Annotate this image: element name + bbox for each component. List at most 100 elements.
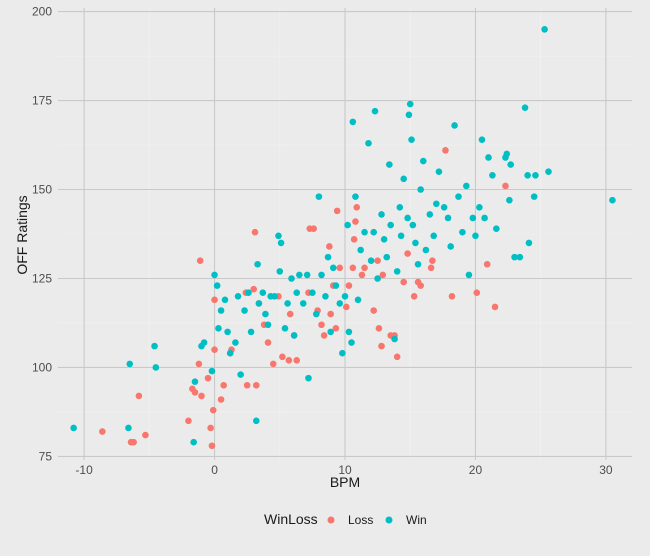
y-tick-label: 175 (32, 94, 52, 108)
data-point-win (262, 310, 269, 318)
data-point-loss (375, 325, 383, 332)
data-point-win (309, 289, 316, 297)
data-point-loss (343, 303, 350, 311)
data-point-win (435, 168, 443, 176)
data-point-win (275, 232, 282, 240)
data-point-loss (264, 339, 272, 346)
data-point-loss (279, 353, 286, 361)
data-point-loss (211, 296, 218, 304)
data-point-win (361, 228, 368, 236)
data-point-win (299, 300, 307, 307)
data-point-loss (285, 357, 293, 364)
data-point-win (472, 232, 479, 240)
data-point-win (284, 300, 291, 307)
data-point-loss (286, 310, 294, 318)
data-point-loss (333, 207, 341, 215)
data-point-win (387, 221, 394, 229)
data-point-loss (185, 417, 192, 425)
y-tick-label: 125 (32, 271, 52, 285)
data-point-win (305, 374, 312, 382)
data-point-win (396, 204, 404, 211)
data-point-loss (349, 264, 357, 272)
x-axis-title: BPM (330, 474, 360, 490)
data-point-loss (491, 303, 499, 311)
data-point-win (481, 214, 488, 222)
data-point-win (371, 107, 379, 115)
data-point-loss (269, 360, 277, 368)
data-point-win (352, 193, 359, 200)
data-point-win (332, 282, 340, 289)
data-point-win (357, 246, 364, 254)
data-point-win (237, 371, 244, 378)
data-point-win (465, 271, 473, 279)
data-point-win (386, 161, 393, 168)
data-point-loss (327, 310, 334, 318)
grid-lines (58, 8, 632, 460)
data-point-loss (473, 289, 481, 297)
data-point-win (255, 300, 263, 307)
data-point-win (459, 228, 466, 236)
data-point-win (288, 275, 295, 282)
data-point-win (217, 307, 225, 314)
x-tick-label: 30 (599, 463, 613, 477)
data-point-win (406, 100, 414, 108)
data-point-win (447, 243, 454, 250)
data-point-win (417, 186, 424, 193)
legend: WinLoss Loss Win (264, 511, 427, 527)
data-point-loss (142, 431, 149, 439)
data-points (70, 26, 616, 450)
y-tick-label: 150 (32, 183, 52, 197)
x-tick-label: 20 (469, 463, 483, 477)
data-point-win (397, 232, 405, 240)
data-point-win (530, 193, 538, 200)
data-point-win (191, 378, 199, 386)
data-point-loss (417, 282, 424, 289)
data-point-win (126, 360, 134, 368)
data-point-win (525, 239, 533, 247)
data-point-win (349, 118, 357, 126)
data-point-loss (191, 389, 199, 396)
data-point-loss (353, 204, 361, 211)
data-point-loss (209, 406, 217, 414)
data-point-win (476, 204, 483, 211)
data-point-win (221, 296, 229, 304)
data-point-win (329, 264, 337, 272)
data-point-win (444, 214, 452, 222)
data-point-win (365, 139, 372, 147)
data-point-win (313, 310, 320, 318)
data-point-win (281, 325, 289, 332)
data-point-win (345, 328, 353, 336)
x-tick-labels: -10 0 10 20 30 (75, 463, 612, 477)
data-point-win (367, 257, 375, 264)
data-point-win (545, 168, 552, 176)
data-point-win (485, 154, 492, 161)
data-point-win (190, 438, 197, 446)
data-point-loss (326, 243, 333, 250)
data-point-loss (410, 292, 418, 300)
x-tick-label: 0 (211, 463, 218, 477)
data-point-loss (336, 264, 344, 272)
data-point-loss (429, 257, 436, 264)
data-point-win (315, 193, 323, 200)
data-point-win (354, 296, 362, 304)
data-point-win (469, 214, 477, 222)
data-point-win (511, 253, 518, 261)
data-point-loss (332, 325, 340, 332)
data-point-win (493, 225, 500, 232)
data-point-win (430, 232, 438, 240)
data-point-win (213, 282, 221, 289)
data-point-win (391, 335, 398, 343)
data-point-loss (320, 332, 328, 339)
data-point-win (259, 289, 267, 297)
data-point-loss (195, 360, 203, 368)
data-point-win (70, 424, 77, 432)
data-point-win (293, 289, 301, 297)
data-point-win (506, 196, 513, 204)
data-point-win (125, 424, 132, 432)
data-point-loss (310, 225, 317, 232)
data-point-loss (345, 282, 353, 289)
data-point-win (609, 196, 616, 204)
data-point-loss (208, 442, 216, 450)
